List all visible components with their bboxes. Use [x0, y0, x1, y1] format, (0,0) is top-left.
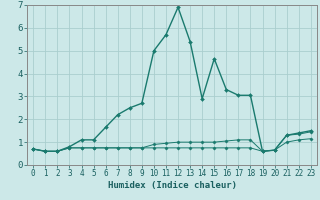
- X-axis label: Humidex (Indice chaleur): Humidex (Indice chaleur): [108, 181, 236, 190]
